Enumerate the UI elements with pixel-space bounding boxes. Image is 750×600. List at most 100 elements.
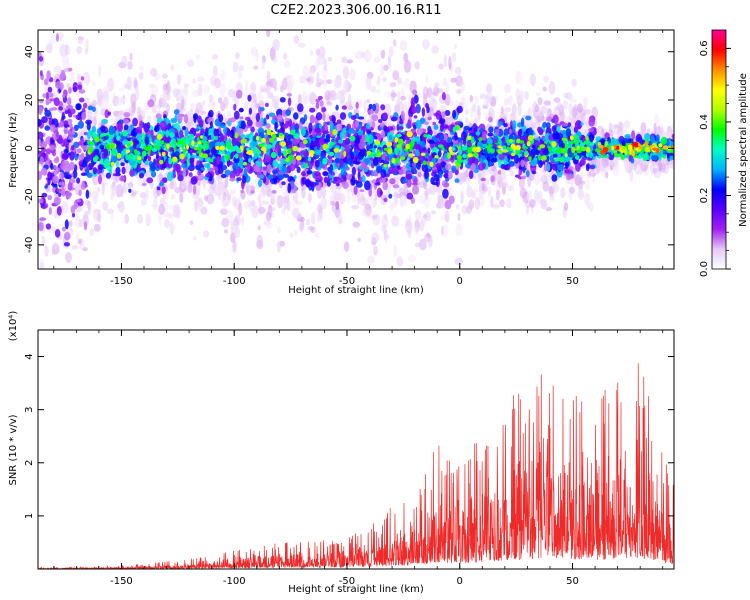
spectrogram-cell xyxy=(283,60,291,68)
spectrogram-cell xyxy=(174,87,179,98)
spectrogram-cell xyxy=(250,185,256,191)
spectrogram-cell xyxy=(653,122,657,135)
spectrogram-cell xyxy=(560,187,566,199)
spectrogram-cell xyxy=(201,100,206,106)
spectrogram-cell xyxy=(258,201,263,216)
spectrogram-cell xyxy=(173,109,180,115)
spectrogram-cell xyxy=(250,102,257,115)
spectrogram-cell xyxy=(271,190,277,194)
spectrogram-cell xyxy=(258,179,263,188)
spectrogram-cell xyxy=(78,238,82,245)
spectrogram-cell xyxy=(259,85,266,93)
spectrogram-cell xyxy=(444,210,450,223)
spectrogram-cell xyxy=(534,104,540,113)
spectrogram-cell xyxy=(232,61,239,73)
spectrogram-cell xyxy=(417,195,426,204)
spectrogram-cell xyxy=(163,218,171,229)
spectrogram-cell xyxy=(526,120,535,128)
spectrogram-cell xyxy=(405,173,413,180)
spectrogram-cell xyxy=(103,86,111,95)
spectrogram-cell xyxy=(543,75,550,84)
spectrogram-cell xyxy=(48,280,55,291)
spectrogram-cell xyxy=(223,229,228,234)
spectrogram-cell xyxy=(255,112,260,123)
spectrogram-cell xyxy=(277,114,283,121)
spectrogram-cell xyxy=(196,102,203,112)
spectrogram-cell xyxy=(233,110,240,120)
spectrogram-cell xyxy=(145,213,151,227)
spectrogram-cell xyxy=(234,227,241,238)
spectrogram-cell xyxy=(580,122,584,126)
spectrogram-cell xyxy=(326,79,333,85)
spectrogram-cell xyxy=(239,107,244,112)
spectrogram-cell xyxy=(220,69,226,81)
spectrogram-cell xyxy=(53,65,62,74)
spectrogram-cell xyxy=(77,73,81,83)
spectrogram-cell xyxy=(450,77,457,83)
spectrogram-cell xyxy=(430,210,437,215)
spectrogram-cell xyxy=(89,227,94,237)
spectrogram-cell xyxy=(256,234,263,247)
spectrogram-cell xyxy=(116,192,121,198)
spectrogram-cell xyxy=(261,59,266,70)
spectrogram-cell xyxy=(390,116,398,122)
spectrogram-cell xyxy=(69,76,75,85)
spectrogram-cell xyxy=(343,241,350,252)
spectrogram-cell xyxy=(571,78,577,87)
spectrogram-cell xyxy=(203,163,211,169)
spectrogram-cell xyxy=(309,92,317,105)
spectrogram-cell xyxy=(407,226,412,239)
spectrogram-cell xyxy=(150,83,159,98)
spectrogram-cell xyxy=(490,164,496,172)
spectrogram-cell xyxy=(265,114,270,120)
spectrogram-cell xyxy=(373,245,378,256)
spectrogram-cell xyxy=(499,199,505,208)
spectrogram-cell xyxy=(174,186,181,194)
spectrogram-cell xyxy=(109,183,118,191)
spectrogram-cell xyxy=(218,182,225,196)
spectrogram-cell xyxy=(224,174,229,188)
spectrogram-cell xyxy=(292,207,300,219)
spectrogram-cell xyxy=(323,75,327,89)
spectrogram-cell xyxy=(226,161,233,166)
spectrogram-cell xyxy=(653,114,660,126)
spectrogram-cell xyxy=(454,121,461,126)
spectrogram-cell xyxy=(177,93,185,100)
spectrogram-cell xyxy=(432,86,440,97)
spectrogram-cell xyxy=(191,89,199,98)
spectrogram-cell xyxy=(166,212,175,219)
spectrogram-cell xyxy=(527,106,532,118)
spectrogram-cell xyxy=(193,236,197,241)
spectrogram-cell xyxy=(383,64,389,72)
spectrogram-cell xyxy=(433,130,438,136)
spectrogram-cell xyxy=(427,116,432,121)
spectrogram-cell xyxy=(318,95,323,101)
spectrogram-cell xyxy=(156,186,161,191)
spectrogram-cell xyxy=(389,81,397,88)
spectrogram-cell xyxy=(97,212,102,223)
spectrogram-cell xyxy=(444,93,451,106)
spectrogram-cell xyxy=(412,89,418,96)
spectrogram-cell xyxy=(245,80,249,94)
spectrogram-cell xyxy=(393,245,398,257)
spectrogram-cell xyxy=(441,92,446,101)
spectrogram-cell xyxy=(542,121,547,128)
spectrogram-cell xyxy=(235,52,240,59)
spectrogram-cell xyxy=(84,210,92,215)
spectrogram-cell xyxy=(392,70,400,81)
spectrogram-cell xyxy=(465,169,469,178)
spectrogram-cell xyxy=(101,182,105,196)
spectrogram-cell xyxy=(226,111,232,119)
spectrogram-cell xyxy=(472,188,479,193)
spectrogram-cell xyxy=(299,75,307,84)
spectrogram-cell xyxy=(51,250,56,255)
spectrogram-cell xyxy=(233,103,237,111)
spectrogram-cell xyxy=(77,36,83,45)
spectrogram-cell xyxy=(61,152,69,161)
spectrogram-cell xyxy=(130,93,137,107)
spectrogram-cell xyxy=(250,81,256,92)
spectrogram-cell xyxy=(93,209,102,214)
spectrogram-cell xyxy=(76,148,82,154)
spectrogram-cell xyxy=(237,69,243,79)
spectrogram-cell xyxy=(231,240,238,254)
